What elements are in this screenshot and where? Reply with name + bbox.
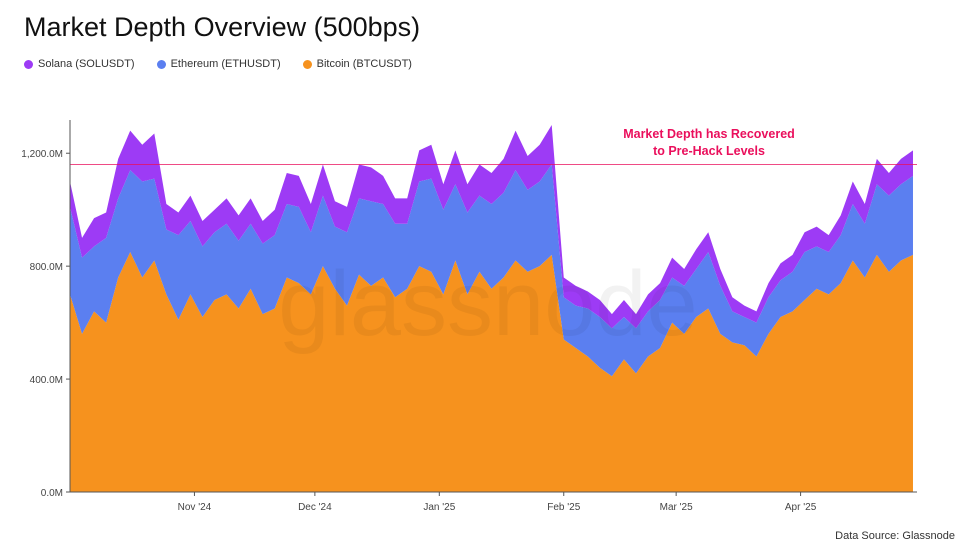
y-tick-label: 400.0M	[30, 375, 63, 386]
area-bitcoin	[70, 252, 913, 492]
axes: 0.0M 400.0M 800.0M 1,200.0M Nov '24 Dec '24 Ja…	[21, 120, 917, 513]
y-tick-label: 800.0M	[30, 262, 63, 273]
series-areas	[70, 125, 913, 492]
annotation-line-1: Market Depth has Recovered	[623, 127, 795, 141]
area-ethereum	[70, 164, 913, 377]
annotation-line-2: to Pre-Hack Levels	[653, 144, 765, 158]
legend-label-ethereum: Ethereum (ETHUSDT)	[170, 58, 281, 70]
legend-item-solana: Solana (SOLUSDT)	[24, 58, 135, 70]
legend-label-bitcoin: Bitcoin (BTCUSDT)	[316, 58, 412, 70]
x-tick-label: Nov '24	[178, 502, 212, 513]
y-tick-label: 0.0M	[41, 488, 63, 499]
watermark-text: glassnode	[278, 253, 697, 355]
data-source-note: Data Source: Glassnode	[835, 530, 955, 542]
legend-swatch-ethereum	[156, 59, 166, 69]
x-tick-label: Feb '25	[547, 502, 580, 513]
x-tick-label: Jan '25	[423, 502, 455, 513]
chart-title: Market Depth Overview (500bps)	[24, 12, 421, 42]
legend-item-bitcoin: Bitcoin (BTCUSDT)	[302, 58, 412, 70]
legend-swatch-bitcoin	[302, 59, 312, 69]
legend-item-ethereum: Ethereum (ETHUSDT)	[156, 58, 281, 70]
x-tick-label: Dec '24	[298, 502, 332, 513]
legend-swatch-solana	[24, 59, 33, 69]
legend-label-solana: Solana (SOLUSDT)	[38, 58, 135, 70]
x-tick-label: Mar '25	[660, 502, 693, 513]
area-solana	[70, 125, 913, 329]
x-tick-label: Apr '25	[785, 502, 817, 513]
legend: Solana (SOLUSDT) Ethereum (ETHUSDT) Bitc…	[24, 58, 412, 70]
y-tick-label: 1,200.0M	[21, 149, 63, 160]
